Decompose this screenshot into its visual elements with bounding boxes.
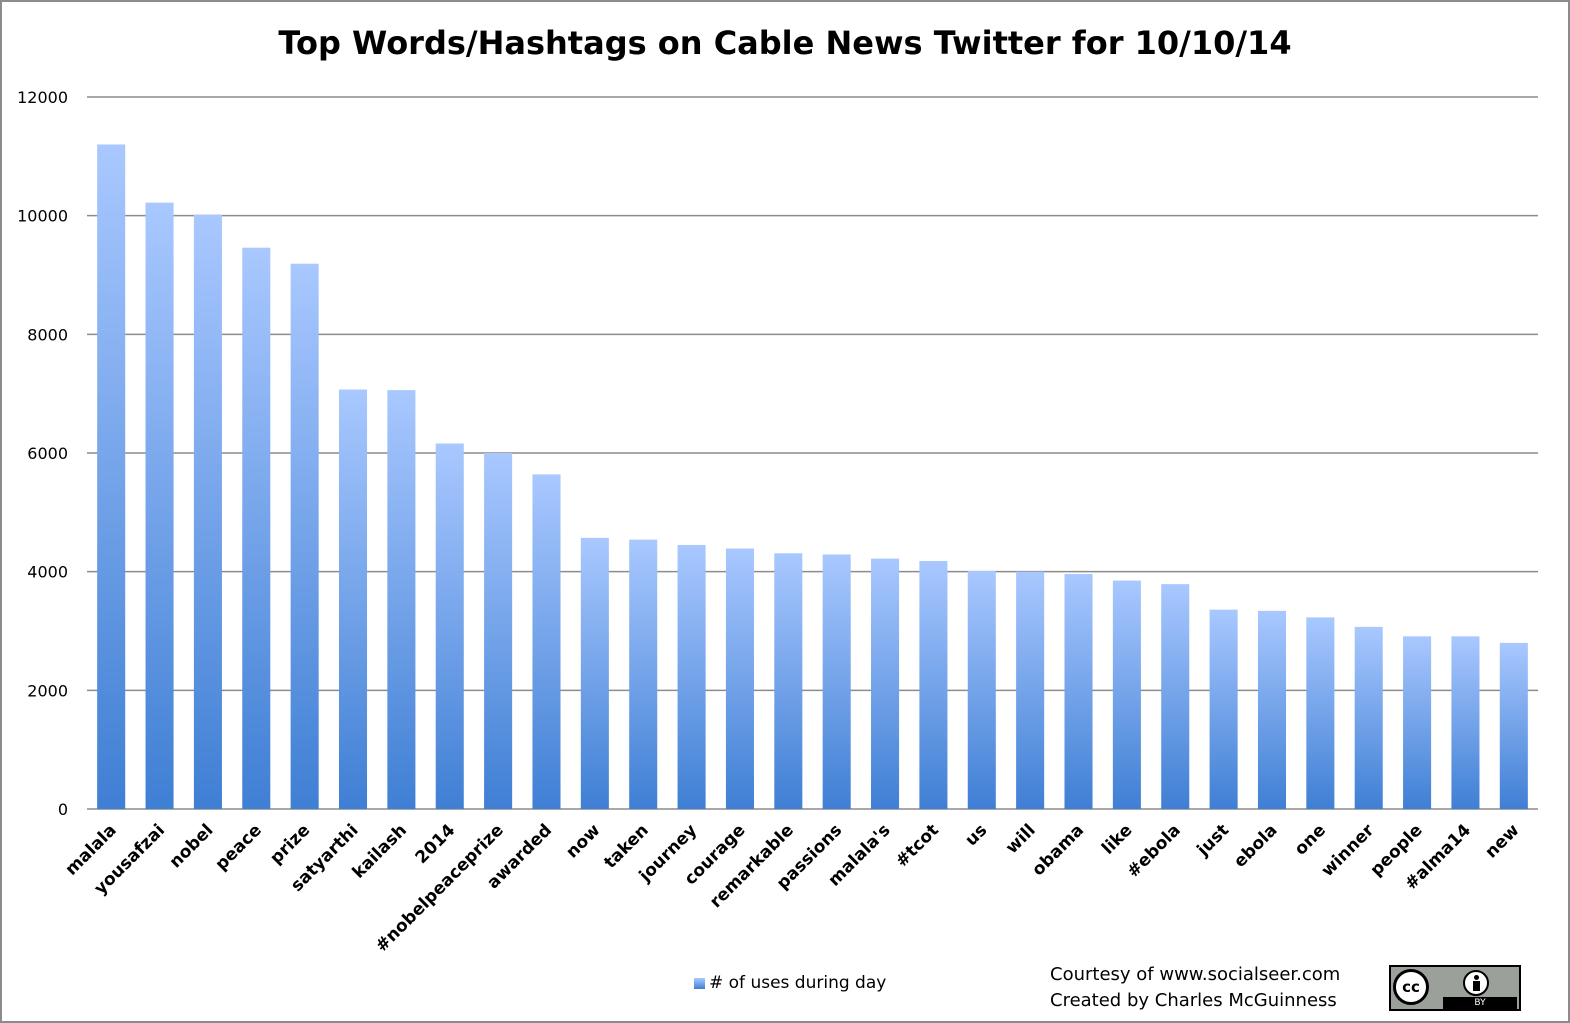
x-tick-label: one — [1291, 820, 1330, 859]
bar-alma14 — [1451, 636, 1480, 809]
legend-swatch — [694, 977, 705, 989]
cc-icon: cc — [1393, 969, 1429, 1005]
creative-commons-by-icon: cc BY — [1389, 965, 1521, 1011]
y-tick-label: 0 — [58, 800, 68, 819]
chart-title: Top Words/Hashtags on Cable News Twitter… — [278, 24, 1292, 62]
bar-tcot — [919, 560, 948, 809]
bar-taken — [629, 539, 658, 809]
x-tick-label: will — [1002, 820, 1040, 858]
y-axis-ticks: 0 2000 4000 6000 8000 10000 12000 — [17, 88, 68, 819]
bar-malala — [97, 144, 126, 809]
bar-remarkable — [774, 553, 803, 809]
x-tick-label: ebola — [1230, 820, 1281, 871]
credits: Courtesy of www.socialseer.com Created b… — [1050, 962, 1340, 1014]
x-tick-label: now — [562, 820, 604, 862]
bar-like — [1112, 580, 1141, 809]
bar-people — [1403, 636, 1432, 809]
x-tick-label: kailash — [349, 820, 411, 882]
x-tick-label: obama — [1028, 820, 1088, 880]
bar-new — [1499, 642, 1528, 809]
bar-will — [1016, 571, 1045, 809]
legend-label: # of uses during day — [709, 973, 887, 993]
bar-winner — [1354, 626, 1383, 809]
bar-passions — [822, 554, 851, 809]
bar-ebola — [1161, 584, 1190, 809]
bar-peace — [242, 247, 271, 809]
credits-author: Created by Charles McGuinness — [1050, 990, 1337, 1011]
y-tick-label: 4000 — [27, 563, 68, 582]
legend: # of uses during day — [694, 973, 886, 993]
bars — [97, 144, 1528, 810]
bar-now — [580, 537, 609, 809]
x-tick-label: remarkable — [706, 820, 798, 912]
bar-courage — [725, 548, 754, 809]
bar-nobel — [193, 214, 222, 810]
bar-us — [967, 571, 996, 809]
bar-satyarthi — [338, 389, 368, 809]
x-tick-label: peace — [212, 820, 266, 874]
bar-ebola — [1257, 610, 1287, 809]
attribution-person-icon — [1463, 970, 1489, 996]
x-tick-label: like — [1098, 820, 1136, 858]
bar-2014 — [435, 443, 464, 809]
bar-kailash — [387, 390, 416, 809]
x-tick-label: new — [1481, 820, 1523, 862]
bar-prize — [290, 263, 319, 809]
credits-courtesy: Courtesy of www.socialseer.com — [1050, 964, 1341, 985]
y-tick-label: 8000 — [27, 325, 68, 344]
x-tick-label: nobel — [166, 820, 218, 872]
x-tick-label: just — [1193, 820, 1233, 860]
bar-obama — [1064, 574, 1093, 809]
x-tick-label: #ebola — [1123, 820, 1184, 881]
bar-awarded — [532, 474, 561, 809]
bar-nobelpeaceprize — [484, 453, 513, 809]
bar-yousafzai — [145, 202, 174, 809]
x-tick-label: winner — [1318, 820, 1379, 881]
bar-one — [1306, 617, 1335, 809]
bar-journey — [677, 544, 706, 809]
y-tick-label: 2000 — [27, 681, 68, 700]
gridlines — [87, 96, 1538, 810]
bar-just — [1209, 609, 1238, 809]
y-tick-label: 12000 — [17, 88, 68, 107]
by-label: BY — [1443, 997, 1517, 1009]
x-tick-label: us — [961, 820, 991, 850]
y-tick-label: 6000 — [27, 444, 68, 463]
x-tick-label: #tcot — [892, 820, 943, 871]
y-tick-label: 10000 — [17, 207, 68, 226]
bar-malalas — [871, 558, 900, 809]
